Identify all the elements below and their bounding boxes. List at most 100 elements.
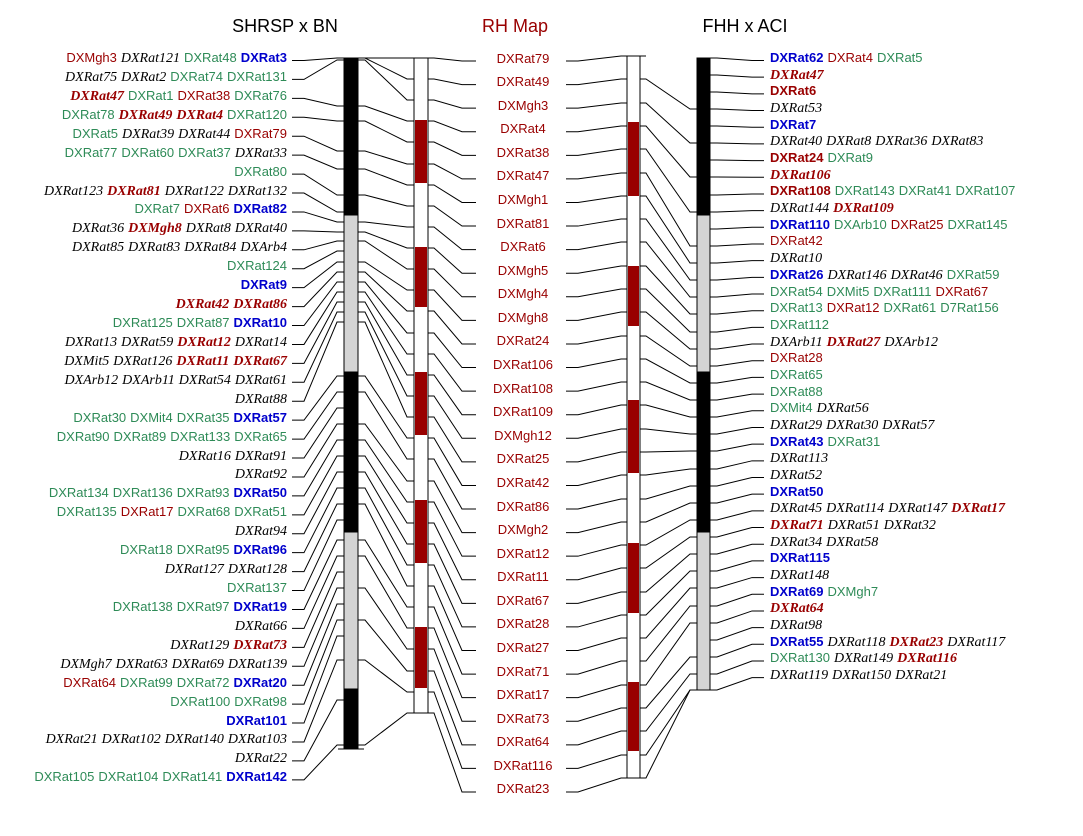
- connector-line: [634, 553, 701, 593]
- rh-bar-red-segment: [628, 400, 639, 473]
- connector-line: [358, 712, 421, 746]
- marker-label: DXRat28: [770, 350, 823, 366]
- connector-line: [634, 195, 701, 264]
- marker-row: DXRat69 DXMgh7: [770, 582, 1083, 601]
- marker-label: DXRat130: [770, 650, 830, 666]
- marker-row: DXRat100 DXRat98: [0, 692, 287, 711]
- marker-row: DXRat4: [433, 119, 613, 138]
- connector-line: [706, 210, 764, 213]
- marker-row: DXRat42 DXRat86: [0, 294, 287, 314]
- marker-label: DXMit4: [770, 400, 813, 416]
- marker-label: DXRat35: [176, 409, 230, 425]
- marker-label: DXMgh7: [60, 656, 112, 672]
- marker-label: DXRat49: [496, 74, 550, 90]
- connector-line: [292, 192, 348, 213]
- connector-line: [706, 159, 764, 162]
- marker-label: DXRat108: [493, 380, 553, 396]
- marker-row: DXRat134 DXRat136 DXRat93 DXRat50: [0, 483, 287, 502]
- marker-label: DXRat68: [177, 504, 231, 520]
- connector-line: [292, 699, 348, 762]
- marker-label: DXRat119: [770, 668, 829, 684]
- marker-label: DXRat85: [72, 240, 125, 256]
- connector-line: [292, 59, 348, 80]
- connector-line: [358, 120, 421, 143]
- marker-row: DXRat47 DXRat1 DXRat38 DXRat76: [0, 86, 287, 106]
- connector-line: [706, 443, 764, 452]
- marker-row: DXRat137: [0, 578, 287, 597]
- connector-line: [358, 659, 421, 693]
- connector-line: [706, 376, 764, 384]
- connector-line: [634, 358, 701, 384]
- marker-row: DXMgh5: [433, 261, 613, 280]
- marker-row: DXRat127 DXRat128: [0, 559, 287, 579]
- marker-label: DXRat6: [770, 83, 817, 99]
- connector-line: [706, 527, 764, 538]
- marker-label: DXRat11: [497, 569, 549, 585]
- marker-row: DXRat112: [770, 315, 1083, 334]
- marker-row: DXMgh4: [433, 284, 613, 303]
- marker-label: DXRat67: [935, 283, 989, 299]
- marker-row: DXRat108 DXRat143 DXRat41 DXRat107: [770, 181, 1083, 200]
- left-linkage-chromosome-bar: [343, 57, 359, 216]
- marker-label: DXRat142: [226, 769, 287, 785]
- marker-label: DXRat126: [113, 353, 173, 369]
- marker-label: DXRat137: [227, 580, 287, 596]
- marker-label: DXRat19: [233, 598, 287, 614]
- marker-label: DXRat111: [873, 283, 932, 299]
- marker-row: DXRat98: [770, 615, 1083, 635]
- marker-label: DXRat42: [175, 297, 230, 313]
- connector-line: [358, 391, 421, 460]
- marker-label: DXArb11: [770, 334, 823, 350]
- marker-label: DXRat6: [184, 201, 230, 217]
- marker-label: DXRat69: [171, 656, 224, 672]
- marker-label: DXRat6: [500, 239, 546, 255]
- marker-label: DXRat2: [121, 69, 167, 85]
- marker-label: DXRat74: [170, 68, 224, 84]
- marker-label: DXRat88: [770, 383, 823, 399]
- marker-row: DXRat148: [770, 565, 1083, 585]
- connector-line: [358, 375, 421, 439]
- marker-label: DXRat115: [770, 550, 830, 566]
- connector-line: [292, 230, 348, 233]
- connector-line: [634, 689, 701, 756]
- marker-row: DXRat124: [0, 256, 287, 275]
- marker-label: DXRat73: [233, 637, 287, 653]
- marker-label: DXRat61: [883, 300, 937, 316]
- marker-label: DXRat95: [176, 542, 230, 558]
- marker-label: DXRat90: [56, 428, 110, 444]
- marker-label: DXRat56: [816, 401, 869, 417]
- marker-label: DXRat129: [170, 637, 230, 653]
- connector-line: [706, 310, 764, 315]
- marker-label: DXArb4: [240, 240, 287, 256]
- marker-label: DXRat26: [770, 266, 824, 282]
- marker-row: DXRat73: [433, 709, 613, 728]
- marker-label: DXMgh8: [497, 309, 549, 325]
- marker-label: DXRat116: [897, 651, 957, 667]
- marker-label: DXRat48: [184, 50, 237, 65]
- marker-label: DXRat41: [898, 183, 952, 199]
- marker-label: DXRat128: [227, 562, 287, 578]
- marker-label: DXRat93: [176, 485, 230, 501]
- connector-line: [292, 571, 348, 648]
- right-map-title: FHH x ACI: [702, 16, 788, 36]
- marker-label: DXRat45: [770, 501, 823, 517]
- marker-label: DXRat36: [71, 221, 125, 237]
- marker-row: DXRat115: [770, 548, 1083, 567]
- marker-row: DXRat18 DXRat95 DXRat96: [0, 540, 287, 559]
- marker-label: DXRat147: [888, 501, 948, 517]
- marker-row: DXRat88: [770, 382, 1083, 401]
- connector-line: [292, 455, 348, 516]
- marker-label: DXRat21: [895, 668, 948, 684]
- connector-line: [706, 477, 764, 487]
- connector-line: [292, 407, 348, 459]
- marker-label: DXRat87: [176, 315, 230, 331]
- connector-line: [292, 116, 348, 122]
- marker-label: DXRat88: [234, 391, 287, 407]
- marker-label: DXRat123: [43, 183, 104, 199]
- connector-line: [706, 593, 764, 607]
- marker-label: DXRat11: [176, 353, 230, 369]
- marker-label: DXRat8: [826, 134, 872, 150]
- rh-map-title: RH Map: [481, 16, 548, 36]
- marker-label: DXRat112: [770, 316, 830, 332]
- marker-label: DXRat144: [770, 201, 830, 217]
